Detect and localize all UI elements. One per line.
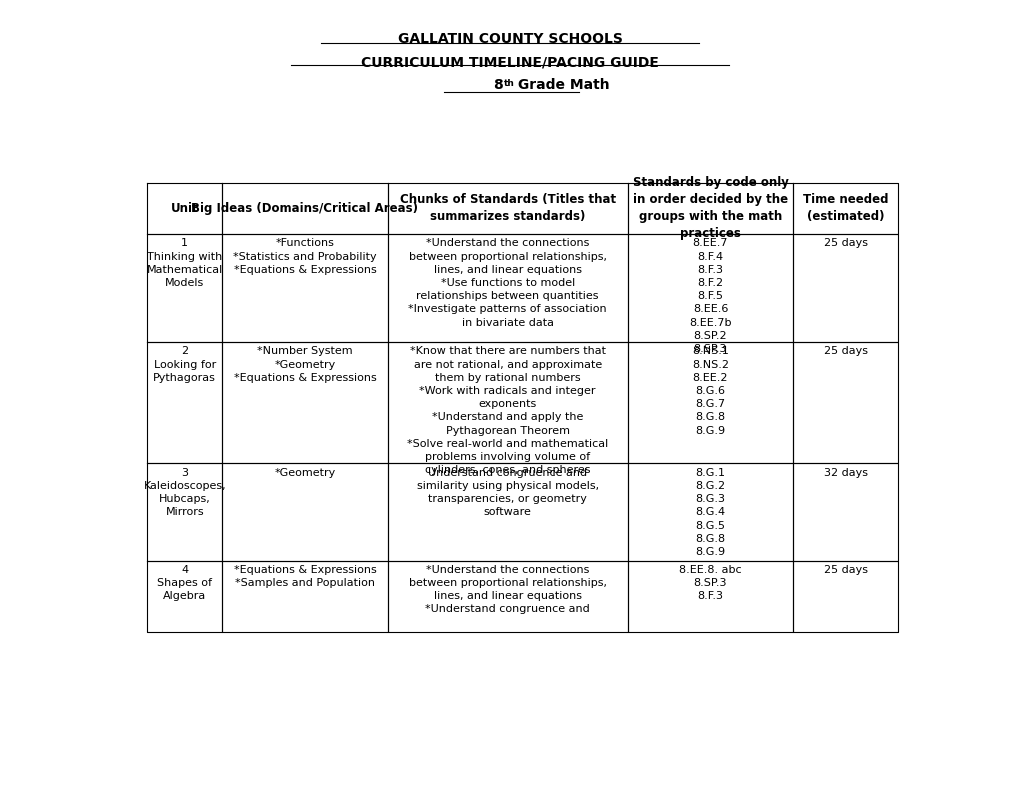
Text: GALLATIN COUNTY SCHOOLS: GALLATIN COUNTY SCHOOLS: [397, 32, 622, 46]
Text: Time needed
(estimated): Time needed (estimated): [802, 193, 888, 223]
Text: Unit: Unit: [171, 202, 199, 215]
Text: 8.EE.8. abc
8.SP.3
8.F.3: 8.EE.8. abc 8.SP.3 8.F.3: [679, 565, 741, 601]
Text: *Functions
*Statistics and Probability
*Equations & Expressions: *Functions *Statistics and Probability *…: [233, 238, 376, 275]
Text: Chunks of Standards (Titles that
summarizes standards): Chunks of Standards (Titles that summari…: [399, 193, 615, 223]
Text: 8.EE.7
8.F.4
8.F.3
8.F.2
8.F.5
8.EE.6
8.EE.7b
8.SP.2
8.SP.3: 8.EE.7 8.F.4 8.F.3 8.F.2 8.F.5 8.EE.6 8.…: [689, 238, 731, 354]
Text: *Geometry: *Geometry: [274, 468, 335, 478]
Text: *Know that there are numbers that
are not rational, and approximate
them by rati: *Know that there are numbers that are no…: [407, 347, 607, 475]
Text: 32 days: 32 days: [823, 468, 867, 478]
Text: Understand congruence and
similarity using physical models,
transparencies, or g: Understand congruence and similarity usi…: [416, 468, 598, 517]
Text: 1
Thinking with
Mathematical
Models: 1 Thinking with Mathematical Models: [147, 238, 223, 288]
Text: *Understand the connections
between proportional relationships,
lines, and linea: *Understand the connections between prop…: [409, 565, 606, 615]
Text: 2
Looking for
Pythagoras: 2 Looking for Pythagoras: [153, 347, 216, 383]
Text: *Equations & Expressions
*Samples and Population: *Equations & Expressions *Samples and Po…: [233, 565, 376, 588]
Text: 8.G.1
8.G.2
8.G.3
8.G.4
8.G.5
8.G.8
8.G.9: 8.G.1 8.G.2 8.G.3 8.G.4 8.G.5 8.G.8 8.G.…: [695, 468, 725, 557]
Text: 25 days: 25 days: [823, 565, 867, 574]
Text: Standards by code only
in order decided by the
groups with the math
practices: Standards by code only in order decided …: [632, 177, 788, 240]
Text: th: th: [503, 79, 515, 88]
Text: 25 days: 25 days: [823, 238, 867, 248]
Text: Big Ideas (Domains/Critical Areas): Big Ideas (Domains/Critical Areas): [192, 202, 418, 215]
Text: 25 days: 25 days: [823, 347, 867, 356]
Text: 8: 8: [493, 78, 502, 92]
Text: 3
Kaleidoscopes,
Hubcaps,
Mirrors: 3 Kaleidoscopes, Hubcaps, Mirrors: [144, 468, 226, 517]
Text: 8.NS.1
8.NS.2
8.EE.2
8.G.6
8.G.7
8.G.8
8.G.9: 8.NS.1 8.NS.2 8.EE.2 8.G.6 8.G.7 8.G.8 8…: [691, 347, 729, 436]
Text: Grade Math: Grade Math: [513, 78, 609, 92]
Text: *Understand the connections
between proportional relationships,
lines, and linea: *Understand the connections between prop…: [408, 238, 606, 328]
Text: 4
Shapes of
Algebra: 4 Shapes of Algebra: [157, 565, 212, 601]
Text: *Number System
*Geometry
*Equations & Expressions: *Number System *Geometry *Equations & Ex…: [233, 347, 376, 383]
Text: CURRICULUM TIMELINE/PACING GUIDE: CURRICULUM TIMELINE/PACING GUIDE: [361, 55, 658, 69]
